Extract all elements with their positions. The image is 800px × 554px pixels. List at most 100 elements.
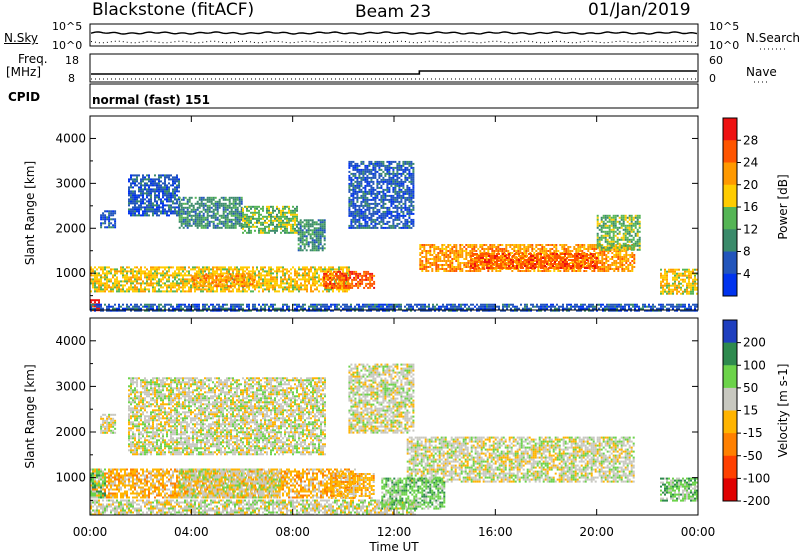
xlabel: Time UT <box>368 540 419 554</box>
ylabel: Slant Range [km] <box>23 161 37 265</box>
xtick-label: 16:00 <box>478 525 513 539</box>
cpid-value: normal (fast) 151 <box>92 93 210 107</box>
colorbar-tick-label: 4 <box>743 267 751 281</box>
power-region <box>297 219 326 252</box>
date-label: 01/Jan/2019 <box>588 0 691 20</box>
velocity-region <box>178 468 281 499</box>
power-colorbar-segment <box>723 273 737 297</box>
power-region <box>128 174 180 217</box>
colorbar-tick-label: 24 <box>743 156 758 170</box>
colorbar-label: Velocity [m s-1] <box>776 364 790 458</box>
xtick-label: 20:00 <box>579 525 614 539</box>
power-region <box>100 210 117 229</box>
nsearch-label: N.Search <box>746 31 800 45</box>
colorbar-tick-label: 12 <box>743 222 758 236</box>
ytick-label: 2000 <box>55 221 86 235</box>
velocity-colorbar-segment <box>723 387 737 411</box>
velocity-colorbar-segment <box>723 320 737 344</box>
power-colorbar-segment <box>723 251 737 275</box>
power-region <box>596 214 641 251</box>
nsearch-tick-top: 10^5 <box>709 20 740 33</box>
velocity-region <box>90 468 106 499</box>
nsky-tick-top: 10^5 <box>52 20 83 33</box>
power-region <box>323 270 376 289</box>
velocity-colorbar-segment <box>723 342 737 366</box>
ytick-label: 1000 <box>55 266 86 280</box>
power-region <box>90 303 698 312</box>
power-region <box>348 160 415 229</box>
velocity-region <box>90 499 416 516</box>
velocity-region <box>100 413 117 434</box>
power-region <box>191 273 256 288</box>
power-region <box>242 205 298 234</box>
ytick-label: 4000 <box>55 334 86 348</box>
power-region <box>90 266 350 293</box>
ytick-label: 4000 <box>55 131 86 145</box>
radar-title: Blackstone (fitACF) <box>92 0 255 20</box>
colorbar-tick-label: -100 <box>743 471 770 485</box>
freq-label: Freq. <box>18 52 48 66</box>
xtick-label: 04:00 <box>174 525 209 539</box>
ytick-label: 2000 <box>55 425 86 439</box>
velocity-colorbar-segment <box>723 455 737 479</box>
freq-unit: [MHz] <box>6 65 42 79</box>
power-colorbar-segment <box>723 229 737 252</box>
xtick-label: 00:00 <box>681 525 716 539</box>
freq-tick-bottom: 8 <box>68 72 75 85</box>
power-heatmap <box>90 160 698 312</box>
velocity-colorbar-segment <box>723 433 737 457</box>
colorbar-tick-label: -15 <box>743 426 763 440</box>
power-region <box>470 253 598 269</box>
nsky-panel <box>89 23 699 47</box>
xtick-label: 12:00 <box>377 525 412 539</box>
beam-label: Beam 23 <box>355 2 432 22</box>
velocity-region <box>660 477 698 502</box>
colorbar-tick-label: 28 <box>743 133 758 147</box>
freq-panel <box>89 53 699 83</box>
nsky-label: N.Sky <box>4 31 39 45</box>
nave-tick-bottom: 0 <box>709 72 716 85</box>
cpid-label: CPID <box>8 90 41 104</box>
colorbar-label: Power [dB] <box>776 174 790 239</box>
nsky-tick-bottom: 10^0 <box>52 39 83 52</box>
ytick-label: 3000 <box>55 176 86 190</box>
nave-label: Nave <box>746 65 777 79</box>
cpid-panel <box>89 83 699 109</box>
colorbar-tick-label: 20 <box>743 178 758 192</box>
velocity-colorbar-segment <box>723 478 737 502</box>
xtick-label: 08:00 <box>275 525 310 539</box>
colorbar-tick-label: 100 <box>743 358 766 372</box>
power-colorbar-segment <box>723 207 737 230</box>
velocity-colorbar-segment <box>723 365 737 389</box>
colorbar-tick-label: 50 <box>743 381 758 395</box>
xtick-label: 00:00 <box>73 525 108 539</box>
nsearch-trace <box>90 40 698 44</box>
velocity-region <box>348 363 415 434</box>
nsearch-tick-bottom: 10^0 <box>709 39 740 52</box>
colorbar-tick-label: 16 <box>743 200 758 214</box>
colorbar-tick-label: 15 <box>743 404 758 418</box>
ytick-label: 3000 <box>55 379 86 393</box>
velocity-region <box>381 477 446 510</box>
colorbar-tick-label: -200 <box>743 494 770 508</box>
colorbar-tick-label: 8 <box>743 245 751 259</box>
freq-tick-top: 18 <box>65 54 79 67</box>
power-colorbar-segment <box>723 140 737 163</box>
velocity-heatmap <box>90 363 698 516</box>
velocity-colorbar-segment <box>723 410 737 434</box>
power-region <box>660 268 698 295</box>
velocity-region <box>330 473 375 499</box>
velocity-region <box>406 436 635 483</box>
nsky-trace <box>90 31 698 35</box>
nave-tick-top: 60 <box>709 54 723 67</box>
velocity-region <box>128 377 326 456</box>
colorbar-tick-label: -50 <box>743 449 763 463</box>
freq-trace <box>91 70 697 75</box>
power-colorbar-segment <box>723 162 737 186</box>
power-colorbar-segment <box>723 184 737 208</box>
power-region <box>178 196 243 229</box>
colorbar-tick-label: 200 <box>743 336 766 350</box>
ytick-label: 1000 <box>55 471 86 485</box>
power-colorbar-segment <box>723 118 737 141</box>
